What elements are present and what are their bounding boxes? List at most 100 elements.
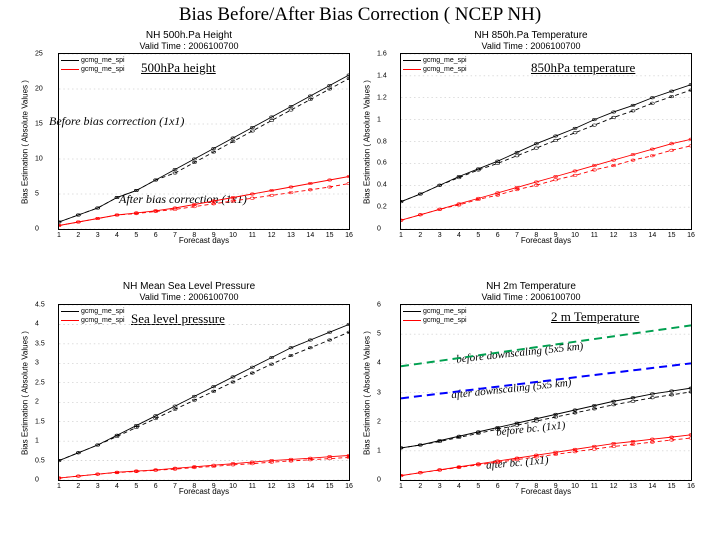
x-tick: 4 xyxy=(115,232,119,239)
y-tick: 3 xyxy=(377,389,381,396)
y-tick: 25 xyxy=(35,51,43,58)
y-tick: 1.6 xyxy=(377,51,387,58)
x-tick: 12 xyxy=(268,483,276,490)
x-tick: 1 xyxy=(399,483,403,490)
x-tick: 16 xyxy=(345,483,353,490)
y-axis-label: Bias Estimation ( Absolute Values ) xyxy=(21,331,30,455)
x-axis-label: Forecast days xyxy=(521,487,571,496)
chart-subtitle: Valid Time : 2006100700 xyxy=(20,41,358,51)
y-tick: 4.5 xyxy=(35,302,45,309)
x-tick: 6 xyxy=(154,232,158,239)
y-tick: 0.5 xyxy=(35,457,45,464)
x-tick: 3 xyxy=(438,232,442,239)
y-axis-label: Bias Estimation ( Absolute Values ) xyxy=(363,80,372,204)
x-tick: 10 xyxy=(571,483,579,490)
x-tick: 7 xyxy=(515,483,519,490)
y-tick: 10 xyxy=(35,156,43,163)
x-tick: 11 xyxy=(249,232,256,239)
x-tick: 5 xyxy=(134,483,138,490)
panel-2mt: NH 2m TemperatureValid Time : 2006100700… xyxy=(362,281,700,528)
x-tick: 12 xyxy=(610,483,618,490)
y-tick: 4 xyxy=(35,321,39,328)
series-line xyxy=(401,388,691,448)
x-tick: 8 xyxy=(192,232,196,239)
x-tick: 3 xyxy=(438,483,442,490)
y-tick: 2.5 xyxy=(35,379,45,386)
x-tick: 6 xyxy=(496,232,500,239)
x-tick: 14 xyxy=(306,232,314,239)
x-tick: 13 xyxy=(629,232,637,239)
x-tick: 13 xyxy=(287,483,295,490)
x-tick: 6 xyxy=(496,483,500,490)
x-tick: 10 xyxy=(571,232,579,239)
x-tick: 2 xyxy=(418,232,422,239)
chart-subtitle: Valid Time : 2006100700 xyxy=(362,41,700,51)
series-line xyxy=(59,177,349,226)
x-tick: 7 xyxy=(173,483,177,490)
x-tick: 9 xyxy=(212,232,216,239)
panel-slp: NH Mean Sea Level PressureValid Time : 2… xyxy=(20,281,358,528)
plot-area: Bias Estimation ( Absolute Values )Forec… xyxy=(400,304,692,481)
curves-svg xyxy=(401,54,691,229)
x-tick: 5 xyxy=(134,232,138,239)
y-tick: 4 xyxy=(377,360,381,367)
y-tick: 0.6 xyxy=(377,160,387,167)
x-tick: 2 xyxy=(76,232,80,239)
y-tick: 0.4 xyxy=(377,182,387,189)
y-tick: 0.8 xyxy=(377,138,387,145)
y-tick: 1 xyxy=(35,438,39,445)
series-line xyxy=(59,324,349,460)
panel-850hpa: NH 850h.Pa TemperatureValid Time : 20061… xyxy=(362,30,700,277)
x-tick: 8 xyxy=(534,483,538,490)
y-tick: 0 xyxy=(377,226,381,233)
page-title: Bias Before/After Bias Correction ( NCEP… xyxy=(0,4,720,26)
x-tick: 5 xyxy=(476,232,480,239)
x-tick: 1 xyxy=(399,232,403,239)
y-tick: 6 xyxy=(377,302,381,309)
x-tick: 4 xyxy=(457,232,461,239)
y-tick: 5 xyxy=(377,331,381,338)
y-tick: 0 xyxy=(35,477,39,484)
chart-subtitle: Valid Time : 2006100700 xyxy=(20,292,358,302)
x-tick: 9 xyxy=(212,483,216,490)
y-tick: 1 xyxy=(377,116,381,123)
plot-area: Bias Estimation ( Absolute Values )Forec… xyxy=(58,53,350,230)
curves-svg xyxy=(401,305,691,480)
plot-area: Bias Estimation ( Absolute Values )Forec… xyxy=(58,304,350,481)
y-tick: 5 xyxy=(35,191,39,198)
x-tick: 7 xyxy=(173,232,177,239)
chart-title: NH 500h.Pa Height xyxy=(20,30,358,41)
x-tick: 7 xyxy=(515,232,519,239)
x-tick: 12 xyxy=(610,232,618,239)
chart-grid: NH 500h.Pa HeightValid Time : 2006100700… xyxy=(0,26,720,536)
x-tick: 15 xyxy=(668,232,676,239)
x-tick: 11 xyxy=(591,483,598,490)
curves-svg xyxy=(59,305,349,480)
x-tick: 13 xyxy=(629,483,637,490)
x-tick: 10 xyxy=(229,483,237,490)
series-line xyxy=(401,90,691,202)
y-axis-label: Bias Estimation ( Absolute Values ) xyxy=(363,331,372,455)
x-tick: 11 xyxy=(249,483,256,490)
y-tick: 1.4 xyxy=(377,72,387,79)
y-tick: 15 xyxy=(35,121,43,128)
x-tick: 4 xyxy=(457,483,461,490)
x-axis-label: Forecast days xyxy=(179,487,229,496)
panel-500hpa: NH 500h.Pa HeightValid Time : 2006100700… xyxy=(20,30,358,277)
series-line xyxy=(401,438,691,476)
chart-title: NH 850h.Pa Temperature xyxy=(362,30,700,41)
x-tick: 8 xyxy=(534,232,538,239)
x-tick: 16 xyxy=(687,232,695,239)
x-tick: 15 xyxy=(668,483,676,490)
x-axis-label: Forecast days xyxy=(179,236,229,245)
curves-svg xyxy=(59,54,349,229)
x-tick: 16 xyxy=(687,483,695,490)
y-tick: 1.2 xyxy=(377,94,387,101)
y-tick: 2 xyxy=(35,399,39,406)
x-tick: 12 xyxy=(268,232,276,239)
x-tick: 14 xyxy=(306,483,314,490)
x-tick: 8 xyxy=(192,483,196,490)
y-tick: 0 xyxy=(35,226,39,233)
x-tick: 14 xyxy=(648,483,656,490)
y-tick: 3 xyxy=(35,360,39,367)
